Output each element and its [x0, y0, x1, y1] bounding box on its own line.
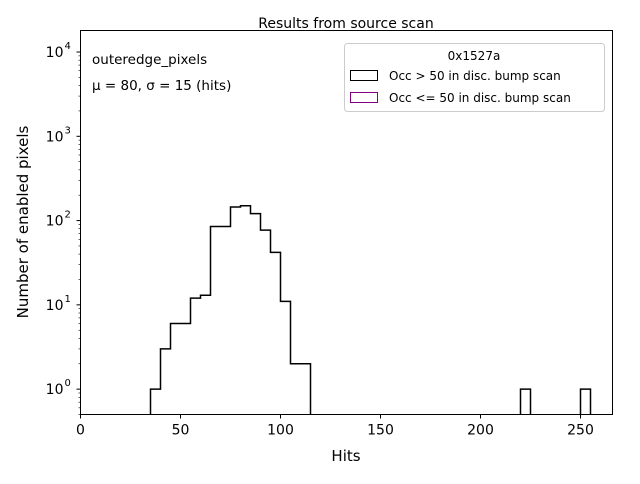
x-axis-label: Hits — [331, 447, 360, 465]
legend-box — [344, 43, 605, 112]
y-tick-label: 10 — [46, 382, 64, 398]
y-tick-label: 10 — [46, 298, 64, 314]
histogram-bin — [261, 230, 271, 414]
histogram-bin — [201, 295, 211, 414]
histogram-bin — [581, 389, 591, 414]
annotation-stats: μ = 80, σ = 15 (hits) — [92, 78, 231, 94]
plot-area — [149, 204, 592, 415]
histogram-bin — [211, 227, 221, 415]
y-tick-exponent: 1 — [65, 294, 71, 305]
histogram-bin — [521, 389, 531, 414]
histogram-bin — [181, 324, 191, 415]
histogram-bin — [251, 214, 261, 415]
chart-title: Results from source scan — [258, 16, 433, 32]
legend: 0x1527a Occ > 50 in disc. bump scan Occ … — [344, 43, 605, 112]
histogram-bin — [241, 206, 251, 415]
y-tick-label: 10 — [46, 45, 64, 61]
histogram-bin — [171, 324, 181, 415]
y-axis-label: Number of enabled pixels — [14, 125, 32, 318]
axes-frame — [80, 30, 613, 415]
annotation-dataset: outeredge_pixels — [92, 52, 207, 68]
legend-swatch-occ-low — [350, 92, 378, 103]
y-tick-label: 10 — [46, 129, 64, 145]
x-tick-label: 200 — [467, 423, 494, 439]
x-ticks: 0 50 100 150 200 250 — [76, 414, 594, 439]
histogram-step-line — [149, 204, 592, 415]
x-tick-label: 100 — [267, 423, 294, 439]
histogram-bin — [191, 298, 201, 414]
x-tick-label: 50 — [172, 423, 190, 439]
histogram-bin — [161, 349, 171, 415]
y-tick-exponent: 0 — [65, 378, 71, 389]
x-tick-label: 0 — [76, 423, 85, 439]
legend-label-occ-high: Occ > 50 in disc. bump scan — [389, 69, 561, 83]
histogram-bin — [221, 227, 231, 415]
histogram-bin — [271, 252, 281, 414]
y-tick-label: 10 — [46, 214, 64, 230]
y-tick-exponent: 2 — [65, 210, 71, 221]
histogram-bin — [291, 364, 301, 415]
histogram-bin — [151, 389, 161, 414]
legend-title: 0x1527a — [448, 49, 501, 63]
x-tick-label: 250 — [567, 423, 594, 439]
x-tick-label: 150 — [367, 423, 394, 439]
y-tick-exponent: 3 — [65, 125, 71, 136]
y-tick-exponent: 4 — [65, 41, 71, 52]
histogram-bin — [301, 364, 311, 415]
histogram-bin — [231, 207, 241, 415]
legend-label-occ-low: Occ <= 50 in disc. bump scan — [389, 91, 571, 105]
legend-swatch-occ-high — [350, 70, 378, 81]
histogram-bin — [281, 301, 291, 414]
